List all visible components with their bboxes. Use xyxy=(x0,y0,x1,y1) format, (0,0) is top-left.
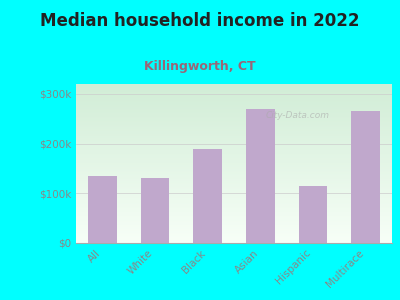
Text: Killingworth, CT: Killingworth, CT xyxy=(144,60,256,73)
Bar xyxy=(88,176,117,243)
Text: City-Data.com: City-Data.com xyxy=(265,111,329,120)
Bar xyxy=(298,186,328,243)
Bar xyxy=(246,109,275,243)
Bar xyxy=(140,178,170,243)
Bar xyxy=(193,148,222,243)
Text: Median household income in 2022: Median household income in 2022 xyxy=(40,12,360,30)
Bar xyxy=(351,111,380,243)
